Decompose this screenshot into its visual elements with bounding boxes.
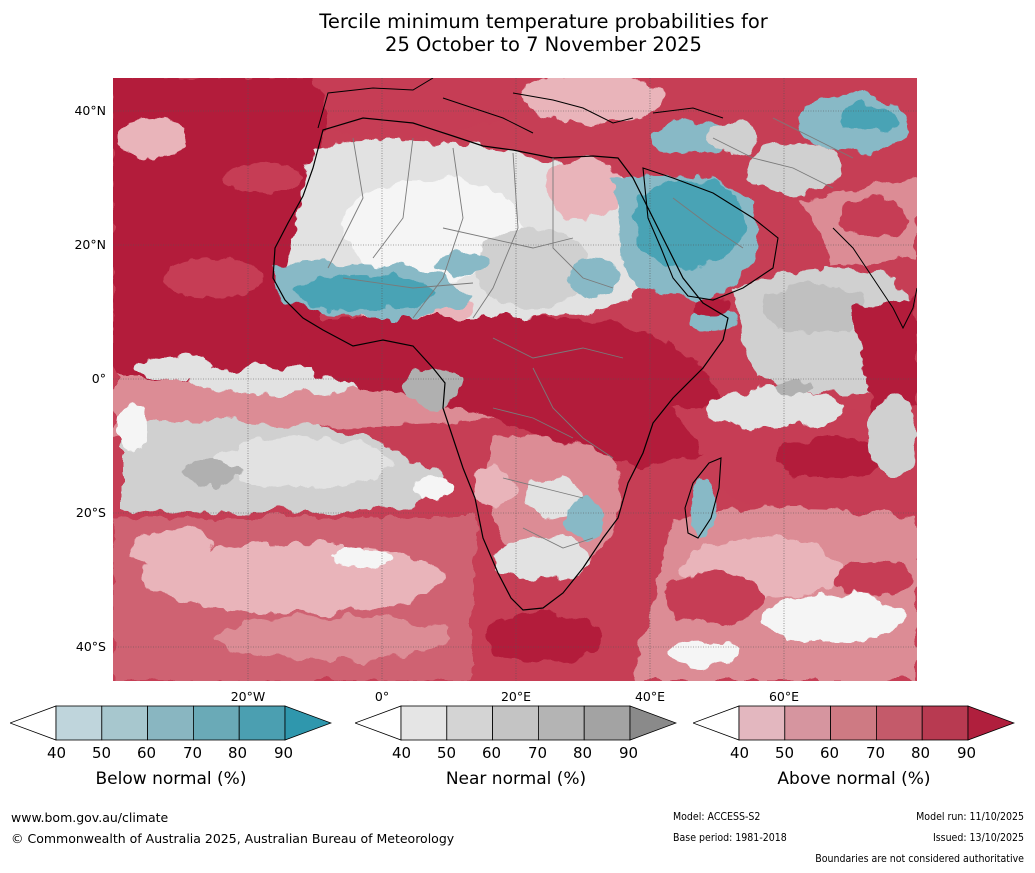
legend-below-title: Below normal (%) (95, 769, 247, 789)
probability-map (113, 78, 917, 681)
europe-coastline (317, 78, 724, 134)
legend-below-tick: 50 (92, 744, 112, 762)
legend-near-tick: 90 (619, 744, 639, 762)
colorbar-below-min-arrow (10, 705, 57, 741)
footer-model: Model: ACCESS-S2 (673, 811, 761, 823)
legend-below-tick: 60 (137, 744, 157, 762)
legend-near-tick: 50 (437, 744, 457, 762)
legend-near-tick: 60 (482, 744, 502, 762)
colorbar-cell (830, 705, 877, 741)
legend-above-tick: 50 (775, 744, 795, 762)
colorbar-cell (400, 705, 448, 741)
legend-below-tick: 40 (47, 744, 67, 762)
footer-url: www.bom.gov.au/climate (11, 810, 169, 825)
footer-issued: Issued: 13/10/2025 (932, 832, 1024, 844)
africa-coastline (272, 117, 729, 611)
probability-detail (118, 118, 813, 568)
madagascar-coastline (684, 457, 722, 539)
colorbar-below-max-arrow (284, 705, 332, 741)
colorbar-cell (192, 705, 240, 741)
colorbar-cell (738, 705, 786, 741)
legend-near-title: Near normal (%) (445, 769, 587, 789)
footer-copyright: © Commonwealth of Australia 2025, Austra… (11, 831, 455, 846)
legend-near-tick: 70 (528, 744, 548, 762)
colorbar-cell (583, 705, 631, 741)
country-borders (327, 117, 854, 549)
colorbar-above-max-arrow (967, 705, 1015, 741)
legend-above-title: Above normal (%) (777, 769, 931, 789)
arabia-coastline (642, 167, 779, 301)
colorbar-near-max-arrow (629, 705, 677, 741)
lat-label-40s: 40°S (75, 639, 106, 654)
colorbar-cell (446, 705, 494, 741)
lon-label-60e: 60°E (768, 689, 800, 704)
graticule (113, 78, 917, 681)
lon-label-40e: 40°E (634, 689, 666, 704)
colorbar-near (355, 705, 677, 741)
footer-base-period: Base period: 1981-2018 (673, 832, 787, 844)
legend-below-tick: 80 (228, 744, 248, 762)
colorbar-cell (492, 705, 539, 741)
legend-near-tick: 40 (392, 744, 412, 762)
footer-model-run: Model run: 11/10/2025 (916, 811, 1024, 823)
lat-label-40n: 40°N (74, 103, 106, 118)
legend-below-tick: 90 (274, 744, 294, 762)
colorbar-above (693, 705, 1015, 741)
colorbar-below (10, 705, 332, 741)
legend-above-tick: 80 (911, 744, 931, 762)
lon-label-0: 0° (374, 689, 390, 704)
footer-disclaimer: Boundaries are not considered authoritat… (815, 853, 1024, 865)
colorbar-cell (101, 705, 149, 741)
colorbar-above-min-arrow (693, 705, 740, 741)
lat-label-20s: 20°S (75, 505, 106, 520)
colorbar-cell (537, 705, 585, 741)
lat-label-20n: 20°N (74, 237, 106, 252)
lon-label-20e: 20°E (500, 689, 532, 704)
colorbar-cell (921, 705, 969, 741)
legend-above-tick: 40 (730, 744, 750, 762)
colorbar-near-min-arrow (355, 705, 402, 741)
title-line-2: 25 October to 7 November 2025 (385, 33, 702, 56)
colorbar-cell (875, 705, 923, 741)
lon-label-20w: 20°W (230, 689, 266, 704)
india-coastline (832, 227, 917, 330)
colorbar-cell (784, 705, 832, 741)
map-title: Tercile minimum temperature probabilitie… (0, 10, 1035, 56)
legend-above-tick: 60 (820, 744, 840, 762)
title-line-1: Tercile minimum temperature probabilitie… (319, 10, 768, 33)
colorbar-cell (238, 705, 286, 741)
legend-above-tick: 90 (957, 744, 977, 762)
legend-above-tick: 70 (866, 744, 886, 762)
legend-near-tick: 80 (573, 744, 593, 762)
colorbar-cell (147, 705, 194, 741)
map-svg (113, 78, 917, 681)
probability-fill (113, 78, 917, 681)
colorbar-cell (55, 705, 103, 741)
lat-label-0: 0° (91, 371, 106, 386)
legend-below-tick: 70 (183, 744, 203, 762)
